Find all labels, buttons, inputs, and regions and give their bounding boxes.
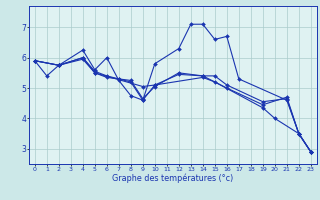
X-axis label: Graphe des températures (°c): Graphe des températures (°c): [112, 174, 233, 183]
